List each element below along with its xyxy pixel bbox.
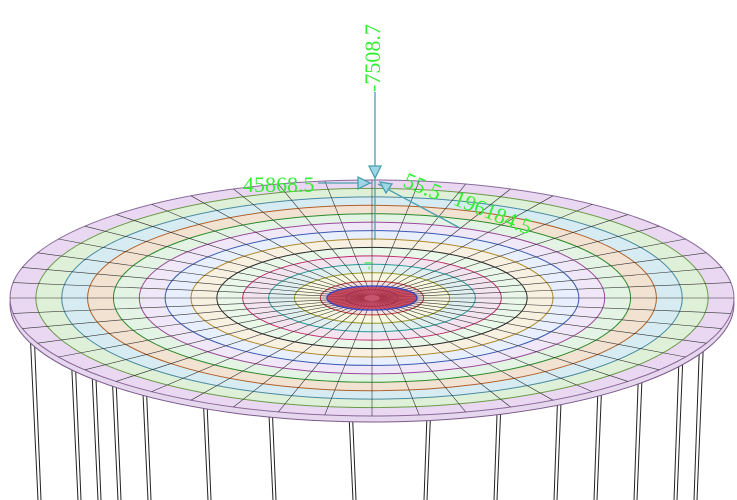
vertical-load-label: -7508.7 bbox=[360, 24, 385, 92]
center-label: -1 bbox=[361, 260, 375, 270]
model-view: -7508.7 45868.5 55.5 196184.5 -1 bbox=[0, 0, 737, 500]
left-load-label: 45868.5 bbox=[243, 172, 315, 197]
slab bbox=[10, 180, 734, 422]
slab-core bbox=[327, 286, 417, 310]
page: -7508.7 45868.5 55.5 196184.5 -1 (() => … bbox=[0, 0, 737, 500]
